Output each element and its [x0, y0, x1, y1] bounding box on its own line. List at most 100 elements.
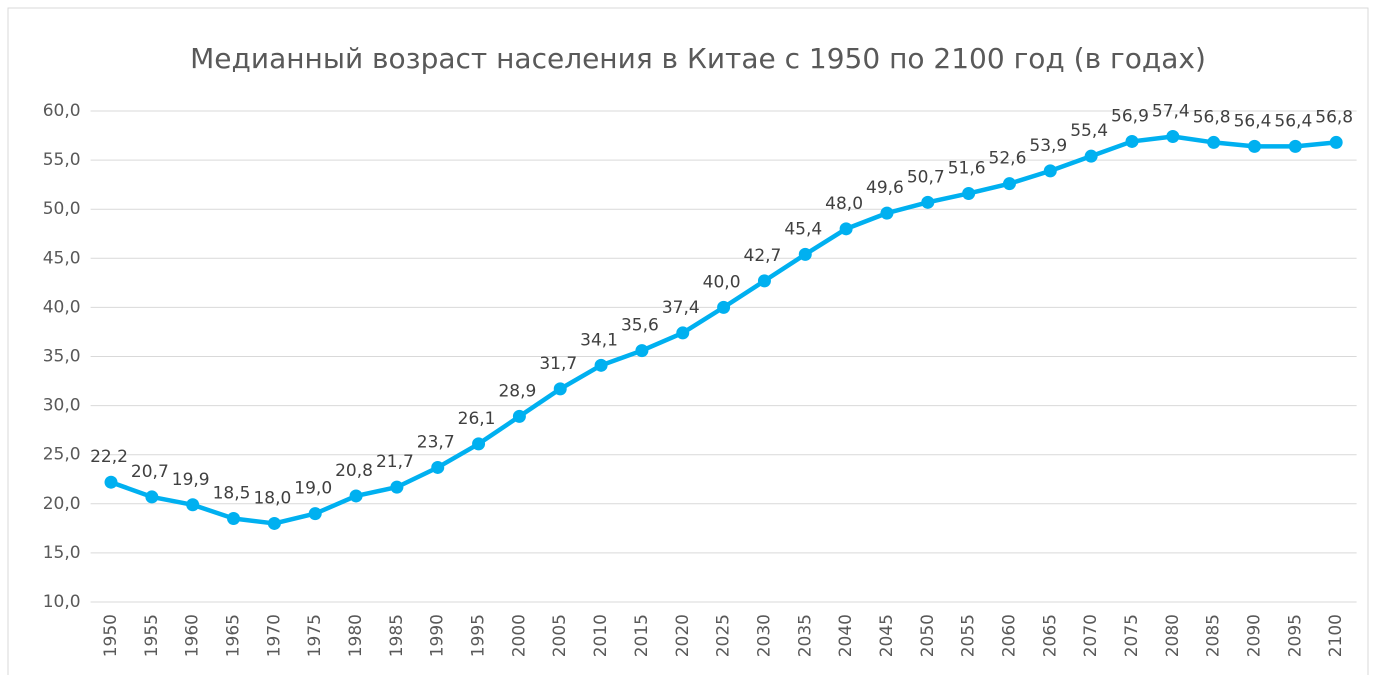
data-label: 57,4 [1152, 102, 1190, 122]
x-tick-label: 2090 [1245, 614, 1265, 657]
point [227, 512, 241, 526]
x-tick-label: 1990 [428, 614, 448, 657]
y-tick-label: 55,0 [43, 150, 81, 170]
data-label: 31,7 [539, 354, 577, 374]
x-tick-label: 2035 [795, 614, 815, 657]
point [145, 490, 159, 504]
point [472, 437, 486, 451]
data-label: 23,7 [417, 432, 455, 452]
data-label: 56,9 [1111, 106, 1149, 126]
data-label: 18,5 [213, 484, 251, 504]
data-label: 26,1 [458, 409, 496, 429]
x-tick-label: 2040 [836, 614, 856, 657]
point [1166, 130, 1180, 144]
point [594, 358, 608, 372]
x-tick-label: 1960 [183, 614, 203, 657]
x-tick-label: 2075 [1122, 614, 1142, 657]
data-label: 48,0 [825, 194, 863, 214]
point [267, 516, 281, 530]
x-tick-label: 2070 [1081, 614, 1101, 657]
point [1329, 135, 1343, 149]
point [1248, 139, 1262, 153]
data-label: 19,9 [172, 470, 210, 490]
point [839, 222, 853, 236]
x-tick-label: 2045 [877, 614, 897, 657]
point [1043, 164, 1057, 178]
y-tick-label: 50,0 [43, 199, 81, 219]
data-label: 35,6 [621, 316, 659, 336]
x-tick-label: 1995 [469, 614, 489, 657]
chart-frame [7, 7, 1369, 675]
y-tick-label: 30,0 [43, 396, 81, 416]
point [921, 195, 935, 209]
x-tick-label: 1985 [387, 614, 407, 657]
x-tick-label: 1970 [264, 614, 284, 657]
point [1288, 139, 1302, 153]
data-label: 18,0 [253, 488, 291, 508]
y-tick-label: 10,0 [43, 592, 81, 612]
point [390, 480, 404, 494]
y-tick-label: 45,0 [43, 248, 81, 268]
point [880, 206, 894, 220]
point [1207, 135, 1221, 149]
point [553, 382, 567, 396]
point [512, 409, 526, 423]
x-tick-label: 2055 [959, 614, 979, 657]
chart-title: Медианный возраст населения в Китае с 19… [190, 42, 1206, 75]
y-tick-label: 20,0 [43, 494, 81, 514]
data-label: 22,2 [90, 447, 128, 467]
point [1084, 149, 1098, 163]
point [349, 489, 363, 503]
data-label: 20,7 [131, 462, 169, 482]
x-tick-label: 2100 [1326, 614, 1346, 657]
data-label: 56,4 [1274, 111, 1312, 131]
data-label: 37,4 [662, 298, 700, 318]
x-tick-label: 2005 [550, 614, 570, 657]
y-tick-label: 40,0 [43, 297, 81, 317]
x-tick-label: 1975 [305, 614, 325, 657]
x-tick-label: 2065 [1040, 614, 1060, 657]
data-label: 52,6 [989, 149, 1027, 169]
point [798, 247, 812, 261]
point [635, 344, 649, 358]
point [1002, 177, 1016, 191]
y-tick-label: 35,0 [43, 347, 81, 367]
point [308, 507, 322, 521]
data-label: 56,8 [1315, 107, 1353, 127]
y-tick-label: 25,0 [43, 445, 81, 465]
data-label: 21,7 [376, 452, 414, 472]
data-label: 55,4 [1070, 121, 1108, 141]
x-tick-label: 2020 [673, 614, 693, 657]
x-tick-label: 2025 [714, 614, 734, 657]
data-label: 53,9 [1029, 136, 1067, 156]
point [757, 274, 771, 288]
x-tick-label: 2010 [591, 614, 611, 657]
x-tick-label: 2015 [632, 614, 652, 657]
point [962, 186, 976, 200]
x-tick-label: 1955 [142, 614, 162, 657]
x-tick-label: 2050 [918, 614, 938, 657]
data-label: 19,0 [294, 479, 332, 499]
x-tick-label: 2080 [1163, 614, 1183, 657]
x-tick-label: 1965 [224, 614, 244, 657]
x-tick-label: 2030 [754, 614, 774, 657]
y-tick-label: 60,0 [43, 101, 81, 121]
point [186, 498, 200, 512]
data-label: 45,4 [784, 219, 822, 239]
data-label: 28,9 [498, 381, 536, 401]
data-label: 49,6 [866, 178, 904, 198]
data-label: 50,7 [907, 167, 945, 187]
data-label: 56,4 [1234, 111, 1272, 131]
data-label: 42,7 [744, 246, 782, 266]
data-label: 51,6 [948, 158, 986, 178]
point [676, 326, 690, 340]
x-tick-label: 2000 [509, 614, 529, 657]
x-tick-label: 2085 [1204, 614, 1224, 657]
x-tick-label: 2095 [1285, 614, 1305, 657]
point [1125, 134, 1139, 148]
x-tick-label: 1950 [101, 614, 121, 657]
data-label: 34,1 [580, 330, 618, 350]
y-tick-label: 15,0 [43, 543, 81, 563]
point [717, 300, 731, 314]
